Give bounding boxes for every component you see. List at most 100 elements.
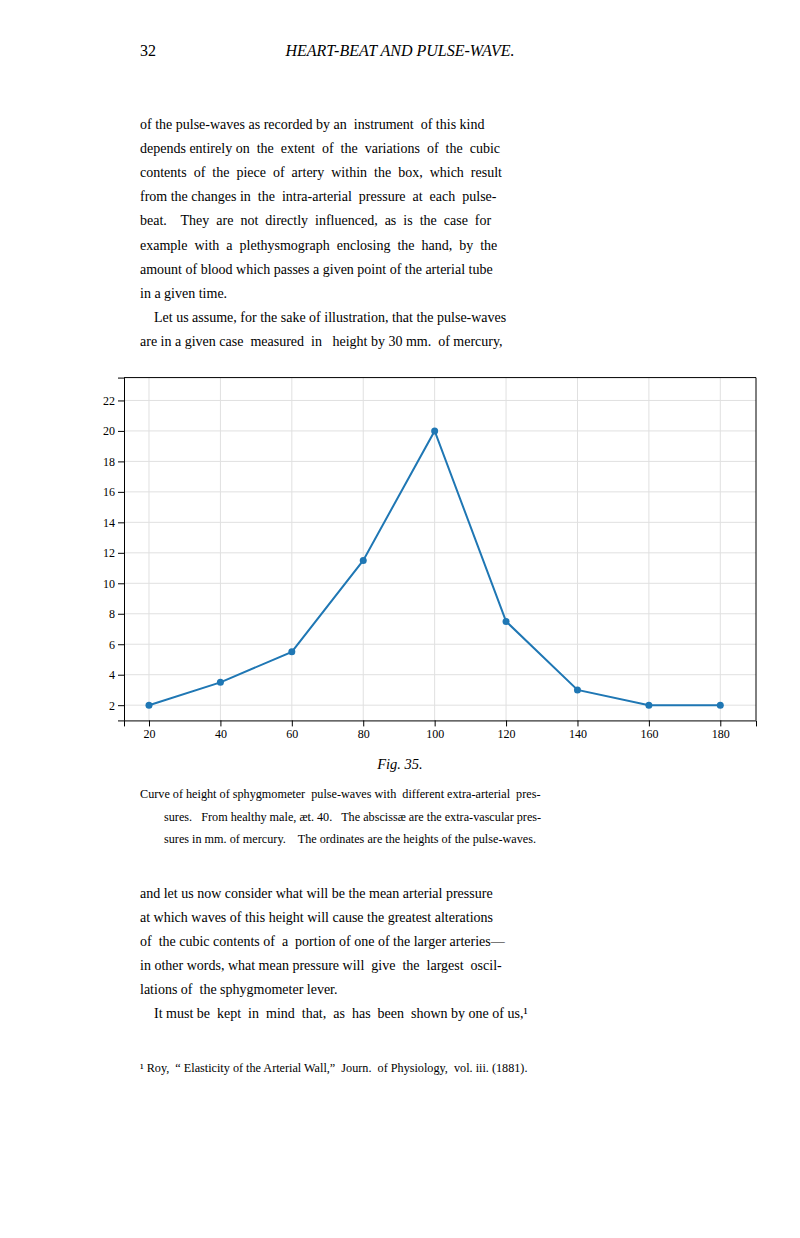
x-tick-label: 40	[215, 727, 227, 741]
grid-line-x	[577, 378, 578, 721]
x-tick-label: 80	[358, 727, 370, 741]
x-tick-mark	[435, 720, 436, 726]
grid-line-x	[363, 378, 364, 721]
line	[149, 431, 720, 705]
body-text: of the pulse-waves as recorded by an ins…	[140, 117, 484, 132]
x-tick: 140	[569, 720, 587, 741]
plot-frame	[124, 378, 756, 721]
y-tick-label: 14	[103, 516, 115, 530]
grid-line-y	[124, 522, 756, 523]
grid-line-y	[124, 461, 756, 462]
grid-line-x	[720, 378, 721, 721]
y-tick-label: 12	[103, 546, 115, 560]
y-tick-label: 16	[103, 485, 115, 499]
body-text: beat. They are not directly influenced, …	[140, 213, 492, 228]
body-text: and let us now consider what will be the…	[140, 886, 493, 901]
body-text: example with a plethysmograph enclosing …	[140, 238, 497, 253]
x-tick-label: 120	[498, 727, 516, 741]
y-tick-label: 20	[103, 424, 115, 438]
point	[360, 557, 367, 564]
y-tick-label: 18	[103, 455, 115, 469]
y-tick-mark	[118, 431, 124, 432]
y-tick-mark	[118, 705, 124, 706]
page-number: 32	[140, 42, 156, 59]
point	[288, 648, 295, 655]
x-tick-label: 180	[712, 727, 730, 741]
caption: Curve of height of sphygmometer pulse-wa…	[140, 787, 540, 801]
grid-line-y	[124, 430, 756, 431]
x-tick: 80	[358, 720, 370, 741]
body-text: amount of blood which passes a given poi…	[140, 262, 493, 277]
grid-line-x	[506, 378, 507, 721]
y-tick: 22	[103, 394, 124, 408]
x-axis: 20 40 60 80 100 120 140 160 180	[125, 720, 757, 741]
x-axis-line	[125, 721, 757, 727]
x-tick: 180	[712, 720, 730, 741]
y-tick-mark	[118, 614, 124, 615]
point	[217, 679, 224, 686]
x-tick-label: 60	[286, 727, 298, 741]
grid-line-y	[124, 491, 756, 492]
grid-line-y	[124, 400, 756, 401]
x-tick-mark	[649, 720, 650, 726]
body-text: It must be kept in mind that, as has bee…	[140, 1006, 528, 1021]
x-tick-mark	[292, 720, 293, 726]
body-text: are in a given case measured in height b…	[140, 334, 503, 349]
page: 32 HEART-BEAT AND PULSE-WAVE. of the pulse…	[0, 0, 800, 1238]
grid-line-y	[124, 583, 756, 584]
y-tick-label: 22	[103, 394, 115, 408]
x-tick: 40	[215, 720, 227, 741]
point	[145, 702, 152, 709]
y-axis: 2 4 6 8 10 12 14 16 18 20 22	[103, 378, 125, 721]
x-tick: 120	[498, 720, 516, 741]
grid-line-y	[124, 674, 756, 675]
y-tick: 14	[103, 516, 124, 530]
y-tick-label: 4	[109, 668, 115, 682]
body-text: contents of the piece of artery within t…	[140, 165, 502, 180]
x-tick: 60	[286, 720, 298, 741]
y-tick-label: 10	[103, 577, 115, 591]
y-tick: 10	[103, 577, 124, 591]
y-tick: 20	[103, 424, 124, 438]
point	[431, 427, 438, 434]
y-tick: 18	[103, 455, 124, 469]
y-tick: 16	[103, 485, 124, 499]
caption: sures in mm. of mercury. The ordinates a…	[164, 832, 536, 846]
y-tick: 4	[109, 668, 124, 682]
x-tick-label: 100	[426, 727, 444, 741]
body-text: Let us assume, for the sake of illustrat…	[140, 310, 506, 325]
caption: sures. From healthy male, æt. 40. The ab…	[164, 810, 541, 824]
plot-area	[145, 427, 723, 708]
page-header: HEART-BEAT AND PULSE-WAVE.	[284, 42, 514, 59]
point	[717, 702, 724, 709]
body-text: lations of the sphygmometer lever.	[140, 982, 338, 997]
grid-line-y	[124, 644, 756, 645]
body-text: at which waves of this height will cause…	[140, 910, 493, 925]
y-tick: 2	[109, 699, 124, 713]
x-tick-label: 20	[143, 727, 155, 741]
y-tick-mark	[118, 461, 124, 462]
y-tick-mark	[118, 492, 124, 493]
grid-line-x	[220, 378, 221, 721]
y-tick-mark	[118, 522, 124, 523]
point	[574, 686, 581, 693]
grid-line-y	[124, 613, 756, 614]
y-tick-mark	[118, 644, 124, 645]
body-text: in a given time.	[140, 286, 227, 301]
x-tick: 20	[143, 720, 155, 741]
x-tick-mark	[577, 720, 578, 726]
y-tick: 8	[109, 607, 124, 621]
x-tick-mark	[363, 720, 364, 726]
grid-line-x	[148, 378, 149, 721]
y-tick-mark	[118, 400, 124, 401]
y-tick: 6	[109, 638, 124, 652]
y-tick-label: 2	[109, 699, 115, 713]
x-tick-mark	[220, 720, 221, 726]
x-tick: 100	[426, 720, 444, 741]
x-tick-label: 160	[640, 727, 658, 741]
x-tick-mark	[720, 720, 721, 726]
grid-line-x	[291, 378, 292, 721]
x-tick-mark	[149, 720, 150, 726]
x-tick-label: 140	[569, 727, 587, 741]
y-tick-mark	[118, 553, 124, 554]
